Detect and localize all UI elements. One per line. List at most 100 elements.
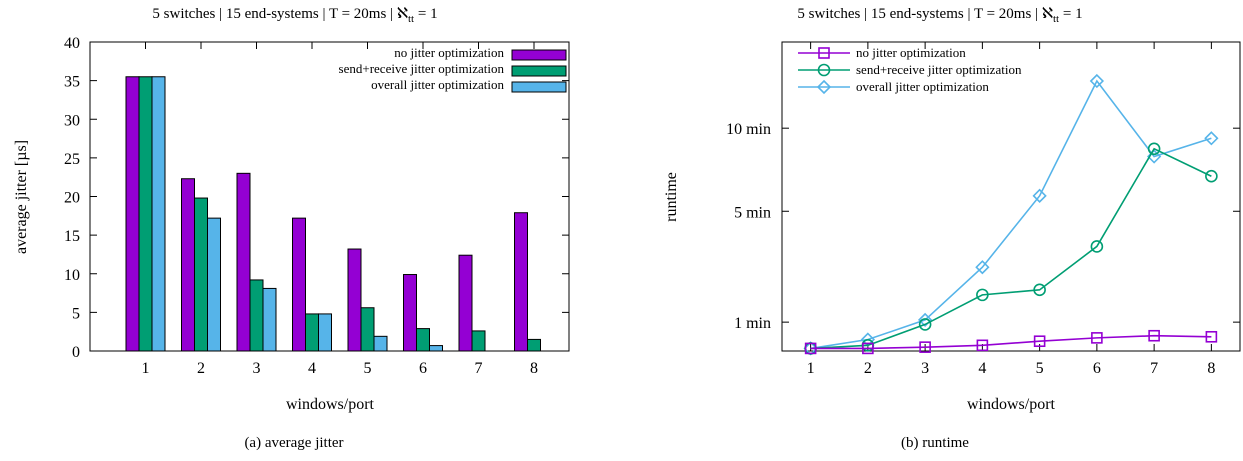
bar-a-series-2 [138,76,153,352]
point-b-series-2 [1090,240,1104,253]
point-b-series-1 [919,341,931,353]
bar-a-series-1 [181,178,195,352]
point-b-series-2 [1033,283,1046,297]
lines-b [803,73,1219,356]
bar-a-series-3 [318,313,332,352]
bar-a-series-1 [236,172,251,352]
point-b-series-1 [804,342,817,355]
legend-a: no jitter optimization send+receive jitt… [339,45,567,93]
bar-a-series-3 [151,76,166,352]
chart-a-ylabel: average jitter [µs] [13,140,30,254]
point-b-series-3 [917,312,933,328]
x-tick-label-a: 2 [197,360,205,377]
chart-a-title: 5 switches | 15 end-systems | T = 20ms |… [152,6,437,25]
chart-b-title: 5 switches | 15 end-systems | T = 20ms |… [797,6,1082,25]
bars-a [125,76,541,352]
legend-b-marker-2 [817,63,831,77]
legend-a-label-3: overall jitter optimization [371,77,504,92]
point-b-series-2 [1205,169,1218,183]
y-axis-b: 1 min 5 min 10 min [726,121,1240,332]
point-b-series-1 [976,339,989,352]
bar-a-series-2 [416,328,430,352]
plot-frame-b [781,41,1241,352]
x-tick-label-a: 8 [530,360,538,377]
y-tick-label-a: 25 [64,151,80,168]
x-tick-label-a: 5 [364,360,372,377]
bar-a-series-2 [360,307,375,352]
chart-a-caption: (a) average jitter [244,435,343,451]
bar-a-series-1 [403,274,417,352]
x-tick-label-a: 1 [142,360,150,377]
x-tick-label-b: 8 [1207,360,1215,377]
x-tick-label-a: 3 [253,360,261,377]
point-b-series-3 [1089,73,1105,89]
point-b-series-3 [1204,131,1219,146]
y-tick-label-a: 10 [64,267,80,284]
legend-b: no jitter optimization send+receive jitt… [798,45,1022,95]
y-tick-label-b: 1 min [734,315,771,332]
x-axis-b: 1 2 3 4 5 6 7 8 [807,42,1215,377]
bar-a-series-1 [125,76,140,352]
legend-b-label-3: overall jitter optimization [856,79,989,94]
x-tick-label-a: 4 [308,360,316,377]
y-tick-label-b: 10 min [726,121,771,138]
y-tick-label-a: 30 [64,112,80,129]
line-b-series-1 [810,334,1212,350]
x-tick-label-b: 5 [1036,360,1044,377]
legend-b-label-2: send+receive jitter optimization [856,62,1022,77]
bar-a-series-1 [458,254,473,352]
point-b-series-3 [975,260,990,275]
bar-a-series-2 [305,313,319,352]
legend-a-label-1: no jitter optimization [394,45,504,60]
y-tick-label-a: 20 [64,190,80,207]
x-tick-label-b: 1 [807,360,815,377]
bar-a-series-1 [514,212,528,352]
legend-b-label-1: no jitter optimization [856,45,966,60]
bar-a-series-2 [194,197,208,352]
point-b-series-1 [862,342,874,355]
point-b-series-3 [1032,188,1047,203]
x-tick-label-b: 6 [1093,360,1101,377]
x-tick-label-b: 2 [864,360,872,377]
bar-a-series-3 [373,335,388,352]
y-tick-label-a: 5 [72,305,80,322]
bar-a-series-2 [471,330,486,352]
panel-a: 5 switches | 15 end-systems | T = 20ms |… [13,6,570,451]
point-b-series-1 [1091,332,1103,344]
bar-a-series-1 [347,248,362,352]
point-b-series-1 [1205,330,1218,343]
legend-a-swatch-3 [511,81,567,93]
chart-b-ylabel: runtime [663,172,680,222]
x-tick-label-b: 7 [1150,360,1158,377]
y-tick-label-a: 15 [64,228,80,245]
legend-b-marker-1 [818,47,830,59]
line-b-series-2 [810,147,1212,350]
bar-a-series-3 [262,287,277,352]
bar-a-series-3 [207,217,221,352]
point-b-series-2 [976,288,989,302]
x-tick-label-a: 7 [475,360,483,377]
point-b-series-2 [918,318,932,331]
y-axis-a: 0 5 10 15 20 25 30 35 40 [64,35,569,361]
legend-a-label-2: send+receive jitter optimization [339,61,505,76]
point-b-series-1 [1148,329,1160,342]
x-tick-label-b: 3 [921,360,929,377]
line-b-series-3 [810,79,1212,350]
legend-a-swatch-1 [511,49,567,61]
y-tick-label-b: 5 min [734,204,771,221]
panel-b: 5 switches | 15 end-systems | T = 20ms |… [663,6,1241,451]
point-b-series-2 [1147,142,1161,156]
bar-a-series-2 [249,279,264,352]
bar-a-series-1 [292,217,306,352]
y-tick-label-a: 35 [64,74,80,91]
chart-b-xlabel: windows/port [967,396,1056,413]
point-b-series-1 [1033,335,1046,348]
bar-a-series-2 [527,338,541,352]
legend-b-marker-3 [816,79,832,95]
legend-a-swatch-2 [511,65,567,77]
chart-b-caption: (b) runtime [901,435,969,451]
x-tick-label-b: 4 [978,360,986,377]
chart-a-xlabel: windows/port [286,396,375,413]
bar-a-series-3 [429,345,443,352]
